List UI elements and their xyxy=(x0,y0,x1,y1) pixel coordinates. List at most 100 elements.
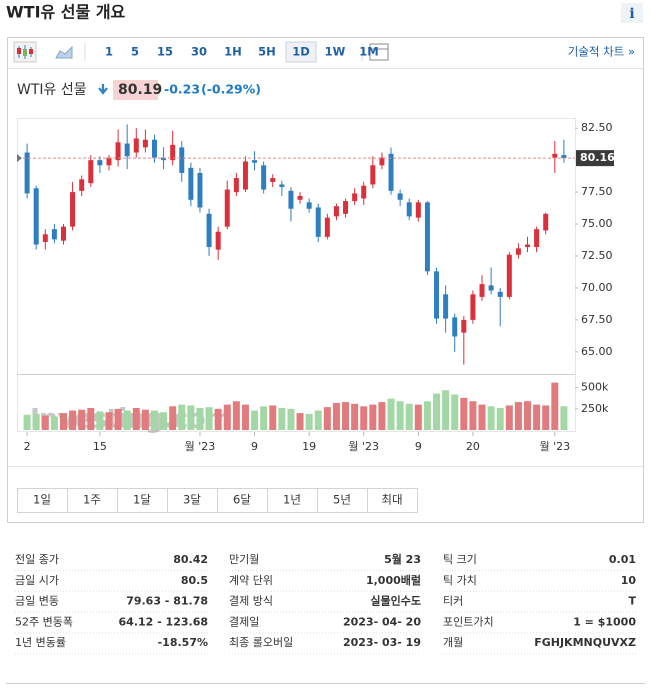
stat-value: 64.12 - 123.68 xyxy=(119,615,208,628)
x-tick-label: 월 '23 xyxy=(539,440,570,453)
interval-button[interactable]: 1W xyxy=(325,45,346,59)
volume-bar xyxy=(560,406,568,430)
chart-box xyxy=(7,37,644,523)
candle-body xyxy=(215,231,221,250)
candle-body xyxy=(151,139,157,158)
interval-button[interactable]: 5H xyxy=(258,45,276,59)
range-button[interactable] xyxy=(267,488,318,513)
range-label[interactable]: 6달 xyxy=(233,493,251,507)
candle-body xyxy=(333,206,339,217)
volume-bar xyxy=(332,402,340,430)
volume-bar xyxy=(59,413,67,430)
volume-bar xyxy=(87,408,95,430)
candle-body xyxy=(133,138,139,153)
volume-bar xyxy=(505,405,513,430)
volume-bar xyxy=(196,408,204,430)
y-tick-label: 77.50 xyxy=(581,185,613,198)
interval-button[interactable]: 1H xyxy=(224,45,242,59)
volume-bar xyxy=(50,416,58,430)
candle-body xyxy=(142,139,148,148)
candle-body xyxy=(115,142,121,161)
interval-selected xyxy=(285,41,317,63)
stat-value: 1 = $1000 xyxy=(573,615,636,628)
volume-bar xyxy=(269,405,277,430)
candle-body xyxy=(552,153,558,158)
volume-bar xyxy=(141,409,149,430)
range-button[interactable] xyxy=(17,488,68,513)
volume-bar xyxy=(542,405,550,430)
candle-body xyxy=(88,160,94,184)
range-label[interactable]: 최대 xyxy=(381,493,402,507)
area-mode[interactable] xyxy=(55,45,73,59)
info-button[interactable] xyxy=(621,3,643,23)
volume-bar xyxy=(314,410,322,430)
range-button[interactable] xyxy=(67,488,118,513)
candle-body xyxy=(42,234,48,242)
volume-bar xyxy=(160,412,168,430)
interval-button[interactable]: 30 xyxy=(191,45,207,59)
table-icon[interactable] xyxy=(369,43,389,61)
candle-body xyxy=(179,147,185,173)
candle-body xyxy=(343,201,349,214)
volume-bar xyxy=(178,404,186,430)
volume-bar xyxy=(451,394,459,430)
stat-value: 10 xyxy=(621,574,637,587)
volume-bar xyxy=(551,382,559,430)
range-label[interactable]: 1주 xyxy=(83,493,101,507)
candle-body xyxy=(79,179,85,191)
x-tick-label: 9 xyxy=(251,440,258,453)
candle-body xyxy=(261,165,267,190)
stat-value: 80.42 xyxy=(173,553,208,566)
candle-body xyxy=(397,193,403,200)
page-title: WTI유 선물 개요 xyxy=(6,3,126,22)
volume-bar xyxy=(533,404,541,430)
interval-button[interactable]: 1 xyxy=(105,45,113,59)
candle-body xyxy=(288,190,294,209)
stat-value: -18.57% xyxy=(158,636,208,649)
last-price-box xyxy=(576,150,614,167)
range-button[interactable] xyxy=(217,488,268,513)
volume-tick-label: 500k xyxy=(581,381,609,394)
range-button[interactable] xyxy=(167,488,218,513)
range-label[interactable]: 1년 xyxy=(283,493,301,507)
stat-label: 포인트가치 xyxy=(443,615,494,628)
volume-bar xyxy=(514,402,522,430)
info-icon[interactable]: i xyxy=(629,6,634,22)
candle-body xyxy=(24,152,30,194)
stat-label: 틱 크기 xyxy=(443,553,477,566)
y-tick-label: 65.00 xyxy=(581,345,613,358)
volume-bar xyxy=(69,410,77,430)
x-tick-label: 2 xyxy=(24,440,31,453)
candle-body xyxy=(242,161,248,190)
stat-value: 실물인수도 xyxy=(370,594,421,608)
interval-button[interactable]: 15 xyxy=(157,45,173,59)
candle-body xyxy=(197,172,203,208)
volume-bar xyxy=(524,401,532,430)
candle-body xyxy=(352,193,358,202)
stat-label: 티커 xyxy=(443,595,463,608)
candle-body xyxy=(324,217,330,237)
candle-body xyxy=(33,188,39,245)
volume-bar xyxy=(496,408,504,430)
range-label[interactable]: 1일 xyxy=(33,493,51,507)
quote-price: 80.19 xyxy=(118,82,162,98)
volume-bar xyxy=(433,393,441,430)
interval-button[interactable]: 5 xyxy=(131,45,139,59)
volume-bar xyxy=(414,404,422,430)
volume-bar xyxy=(296,413,304,430)
candle-body xyxy=(124,143,130,157)
range-label[interactable]: 5년 xyxy=(333,493,351,507)
range-label[interactable]: 1달 xyxy=(133,493,151,507)
interval-button[interactable]: 1D xyxy=(292,45,310,59)
volume-bar xyxy=(32,413,40,430)
candle-body xyxy=(361,185,367,199)
interval-button[interactable]: 1M xyxy=(359,45,378,59)
range-label[interactable]: 3달 xyxy=(183,493,201,507)
y-tick-label: 72.50 xyxy=(581,249,613,262)
range-button[interactable] xyxy=(367,488,418,513)
stat-label: 금일 시가 xyxy=(15,573,59,587)
technical-chart-link[interactable]: 기술적 차트 » xyxy=(568,45,635,59)
stat-label: 최종 롤오버일 xyxy=(229,635,293,649)
candle-body xyxy=(525,244,531,248)
volume-bar xyxy=(232,401,240,430)
